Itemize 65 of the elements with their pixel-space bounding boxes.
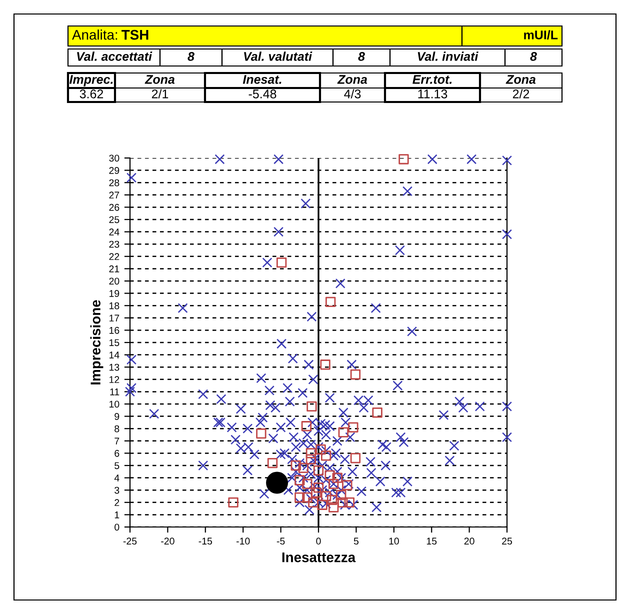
text: -5.48 xyxy=(248,90,276,98)
text: mUI/L xyxy=(524,30,558,40)
text: Val. inviati xyxy=(418,52,478,61)
y-tick-label: 9 xyxy=(114,413,120,420)
text: 8 xyxy=(358,52,365,61)
text: 2/1 xyxy=(152,89,168,98)
text: Analita: xyxy=(72,30,118,40)
x-tick-label: -25 xyxy=(123,538,137,545)
y-tick-label: 19 xyxy=(110,290,120,297)
text: Val. valutati xyxy=(244,52,312,61)
y-tick-label: 3 xyxy=(114,486,120,494)
y-tick-label: 1 xyxy=(114,512,120,518)
x-tick-label: 25 xyxy=(502,538,512,545)
x-tick-label: -5 xyxy=(276,538,285,545)
x-tick-label: 15 xyxy=(426,538,437,545)
x-tick-label: -15 xyxy=(198,538,212,545)
x-axis-title: Inesattezza xyxy=(282,552,356,562)
text: Imprec. xyxy=(69,75,113,86)
y-tick-label: 14 xyxy=(110,352,120,358)
text: Err.tot. xyxy=(412,75,452,84)
y-tick-label: 30 xyxy=(109,154,120,162)
y-tick-label: 0 xyxy=(114,524,120,531)
y-tick-label: 10 xyxy=(110,400,120,408)
text: 2/2 xyxy=(512,89,530,98)
y-tick-label: 17 xyxy=(110,314,120,322)
text: Val. accettati xyxy=(77,52,152,61)
text: 4/3 xyxy=(344,89,361,98)
text: Zona xyxy=(144,75,175,84)
x-tick-label: -20 xyxy=(161,538,174,545)
y-tick-label: 26 xyxy=(109,204,120,211)
y-tick-label: 12 xyxy=(110,376,120,383)
y-tick-label: 25 xyxy=(109,216,120,224)
y-tick-label: 7 xyxy=(114,438,120,444)
y-tick-label: 23 xyxy=(109,240,120,248)
y-tick-label: 15 xyxy=(110,339,120,346)
y-tick-label: 27 xyxy=(109,192,120,198)
y-axis-title: Imprecisione xyxy=(90,300,104,384)
y-tick-label: 22 xyxy=(109,253,120,260)
text: 8 xyxy=(530,52,537,61)
x-tick-label: 20 xyxy=(464,538,474,545)
y-tick-label: 11 xyxy=(110,388,120,396)
text: Zona xyxy=(506,75,536,84)
y-tick-label: 4 xyxy=(114,474,120,482)
text: 8 xyxy=(188,52,194,61)
text: 11.13 xyxy=(418,90,448,98)
y-tick-label: 20 xyxy=(109,278,120,285)
y-tick-label: 18 xyxy=(110,302,120,310)
x-tick-label: -10 xyxy=(236,538,250,545)
y-tick-label: 21 xyxy=(109,265,120,272)
y-tick-label: 24 xyxy=(109,228,120,236)
x-tick-label: 10 xyxy=(389,538,399,545)
y-tick-label: 16 xyxy=(110,326,120,334)
text: TSH xyxy=(122,30,148,40)
text: 3.62 xyxy=(80,90,104,98)
y-tick-label: 6 xyxy=(114,450,120,457)
y-tick-label: 28 xyxy=(109,179,120,186)
y-tick-label: 13 xyxy=(110,364,120,371)
y-tick-label: 29 xyxy=(109,167,120,174)
y-tick-label: 8 xyxy=(114,425,120,432)
y-tick-label: 5 xyxy=(114,462,120,470)
y-tick-label: 2 xyxy=(114,499,120,506)
x-tick-label: 0 xyxy=(316,538,321,545)
text: Inesat. xyxy=(242,75,282,84)
x-tick-label: 5 xyxy=(354,538,358,545)
text: Zona xyxy=(337,75,368,84)
